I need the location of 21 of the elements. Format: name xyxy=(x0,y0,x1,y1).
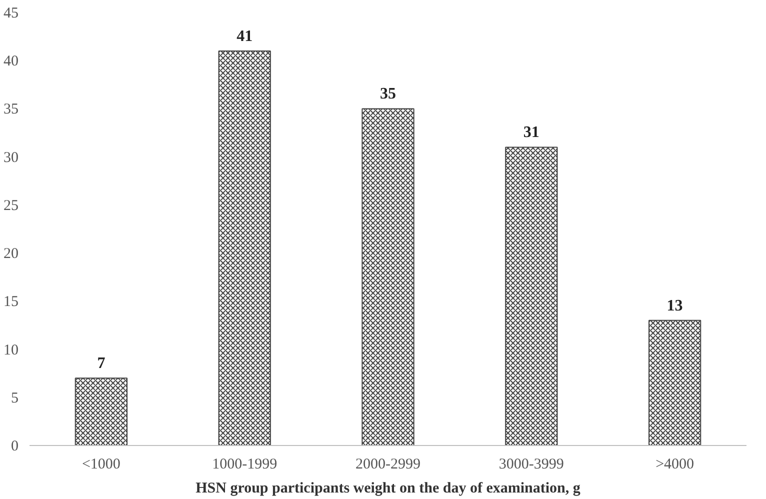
y-tick-label: 20 xyxy=(4,246,18,262)
y-tick-label: 0 xyxy=(11,438,18,454)
x-tick-label: <1000 xyxy=(82,456,120,472)
y-tick-label: 35 xyxy=(4,102,18,118)
data-label: 7 xyxy=(97,355,106,372)
y-tick-label: 10 xyxy=(4,342,18,358)
x-axis-title: HSN group participants weight on the day of examination, g xyxy=(196,480,581,496)
data-label: 13 xyxy=(666,297,683,314)
y-tick-label: 40 xyxy=(4,54,18,70)
y-tick-label: 30 xyxy=(4,150,18,166)
y-tick-label: 25 xyxy=(4,198,18,214)
x-tick-label: 2000-2999 xyxy=(356,456,420,472)
x-tick-label: >4000 xyxy=(656,456,694,472)
y-tick-label: 15 xyxy=(4,294,18,310)
data-label: 41 xyxy=(236,28,253,45)
y-tick-label: 45 xyxy=(4,6,18,22)
data-label: 31 xyxy=(523,124,540,142)
x-tick-label: 1000-1999 xyxy=(212,456,278,472)
data-label: 35 xyxy=(380,86,396,103)
x-tick-label: 3000-3999 xyxy=(498,456,564,472)
y-tick-label: 5 xyxy=(11,390,18,406)
